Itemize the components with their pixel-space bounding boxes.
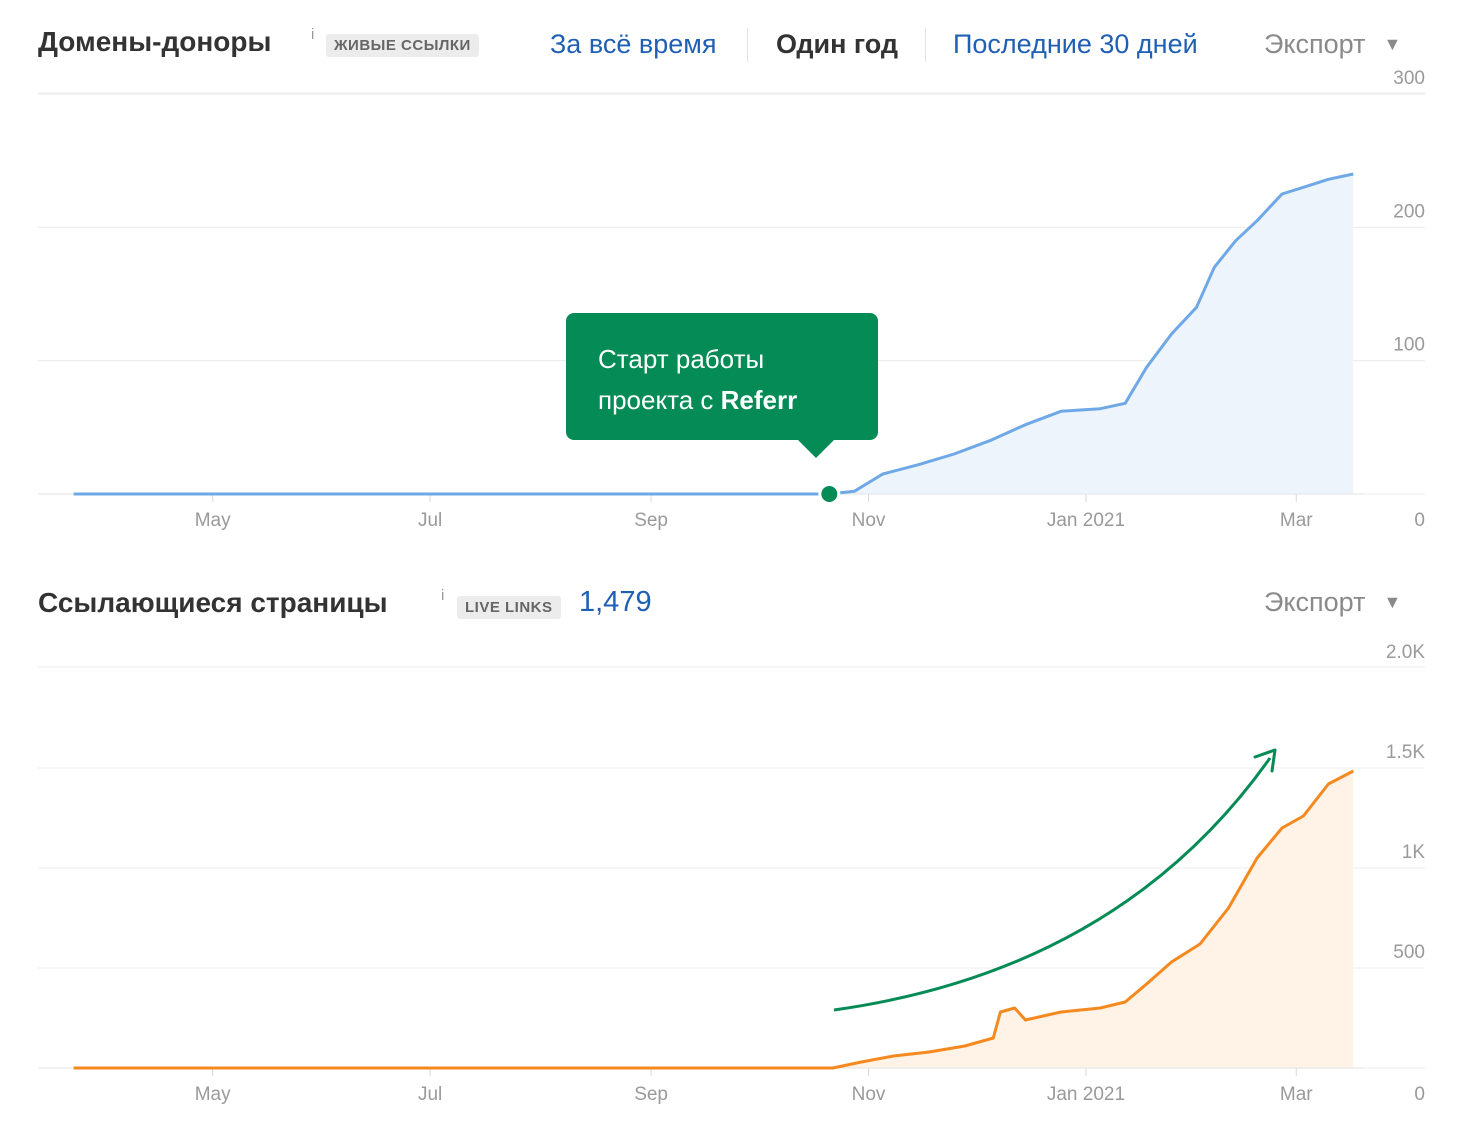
trend-arrow-line <box>833 757 1272 1012</box>
y-tick-label: 300 <box>1393 68 1425 89</box>
tab-all-time[interactable]: За всё время <box>550 29 717 59</box>
live-links-badge: LIVE LINKS <box>457 596 561 619</box>
y-tick-label: 1.5K <box>1386 742 1425 763</box>
info-icon[interactable]: i <box>441 587 445 604</box>
tab-separator <box>747 28 748 62</box>
series-area <box>73 174 1354 494</box>
tooltip-line1: Старт работы <box>598 344 765 374</box>
trend-arrow-head <box>1253 748 1277 773</box>
project-start-tooltip: Старт работы проекта с Referr <box>566 313 878 458</box>
x-tick-label: Jul <box>418 510 442 531</box>
x-tick-label: May <box>195 510 231 531</box>
x-tick-label: May <box>195 1084 231 1105</box>
caret-down-icon: ▼ <box>1383 34 1402 54</box>
tooltip-line2: проекта с Referr <box>598 380 846 421</box>
export-dropdown[interactable]: Экспорт ▼ <box>1264 587 1401 618</box>
tooltip-pointer <box>798 440 834 458</box>
referring-pages-count: 1,479 <box>579 586 652 618</box>
series-area <box>73 771 1354 1068</box>
tooltip-line2-text: проекта с <box>598 385 721 415</box>
project-start-marker <box>821 486 838 502</box>
x-tick-label: Jan 2021 <box>1047 1084 1125 1105</box>
tab-last-30-days[interactable]: Последние 30 дней <box>953 29 1198 59</box>
y-tick-label: 0 <box>1414 510 1425 531</box>
y-tick-label: 500 <box>1393 942 1425 963</box>
y-tick-label: 1K <box>1402 842 1426 863</box>
referring-pages-title: Ссылающиеся страницы <box>38 587 388 618</box>
x-tick-label: Nov <box>852 510 886 531</box>
x-tick-label: Jul <box>418 1084 442 1105</box>
export-label: Экспорт <box>1264 587 1366 617</box>
caret-down-icon: ▼ <box>1383 592 1402 612</box>
tooltip-brand: Referr <box>720 385 798 415</box>
x-tick-label: Jan 2021 <box>1047 510 1125 531</box>
referring-domains-chart: 0 100 200 300 May Jul Sep Nov Jan 2021 Mar <box>38 68 1425 531</box>
info-icon[interactable]: i <box>311 26 315 43</box>
tab-separator <box>925 28 926 62</box>
x-tick-label: Mar <box>1280 510 1313 531</box>
x-tick-label: Sep <box>634 1084 668 1105</box>
tab-one-year[interactable]: Один год <box>776 29 899 59</box>
x-tick-label: Mar <box>1280 1084 1313 1105</box>
export-label: Экспорт <box>1264 29 1366 59</box>
referring-domains-title: Домены-доноры <box>38 26 272 57</box>
y-tick-label: 0 <box>1414 1084 1425 1105</box>
series-line <box>73 172 1354 496</box>
export-dropdown[interactable]: Экспорт ▼ <box>1264 29 1401 60</box>
series-line <box>73 769 1354 1070</box>
live-links-badge: ЖИВЫЕ ССЫЛКИ <box>326 34 479 57</box>
y-tick-label: 2.0K <box>1386 642 1425 663</box>
y-tick-label: 100 <box>1393 335 1425 356</box>
x-tick-label: Sep <box>634 510 668 531</box>
x-tick-label: Nov <box>852 1084 886 1105</box>
y-tick-label: 200 <box>1393 201 1425 222</box>
